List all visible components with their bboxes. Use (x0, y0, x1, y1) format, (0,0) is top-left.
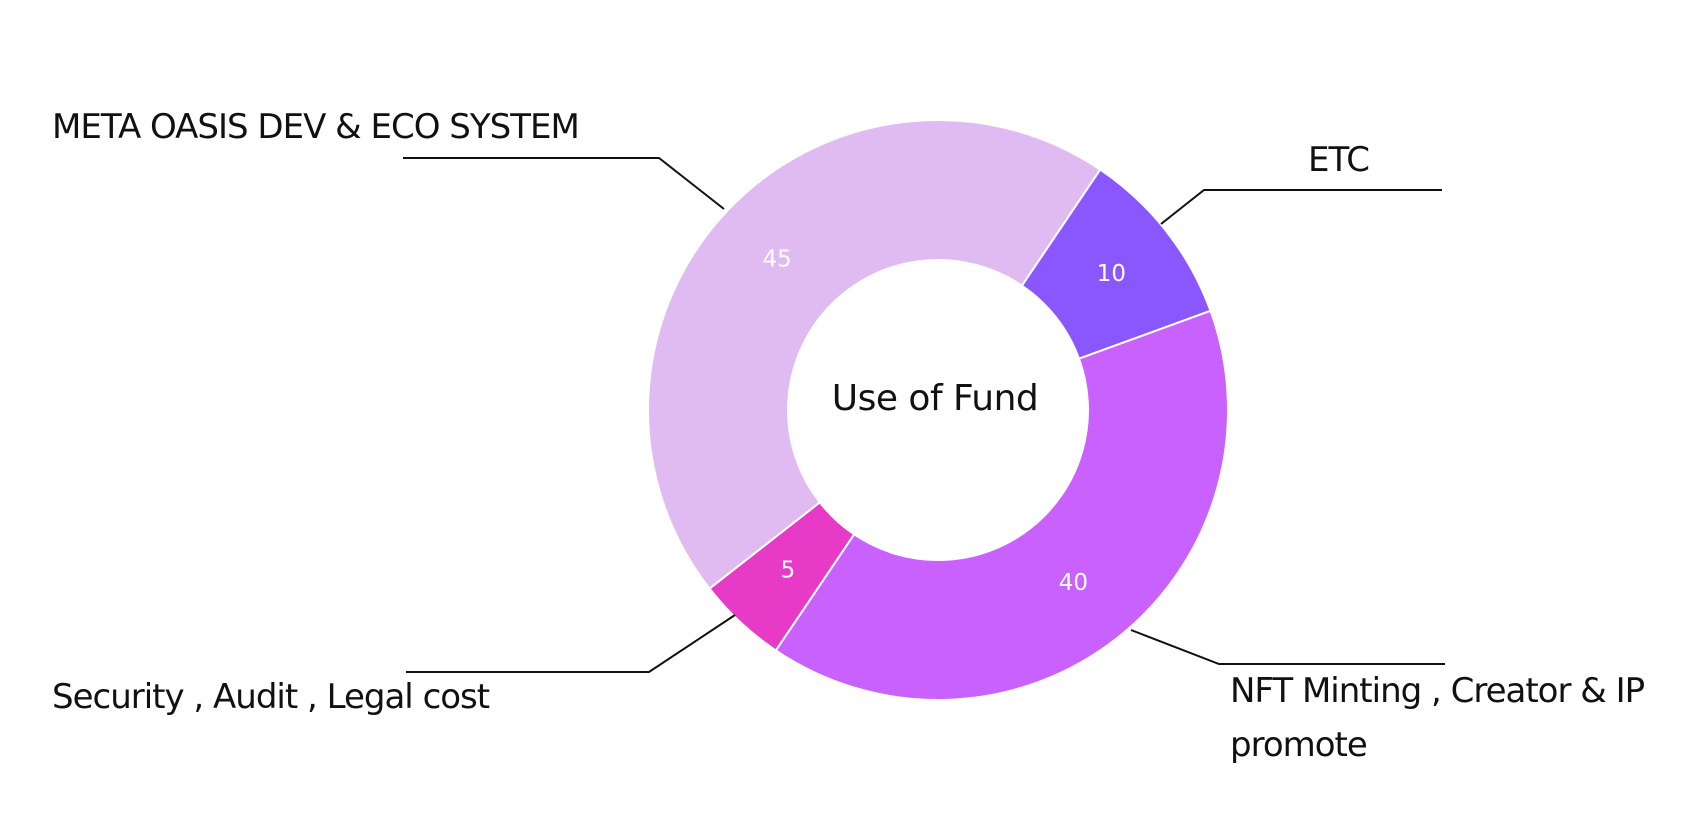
value-label-etc: 10 (1097, 261, 1126, 287)
value-label-meta-oasis-dev-eco-system: 45 (762, 246, 791, 272)
value-label-nft-minting-creator-ip-promote: 40 (1059, 570, 1088, 596)
leader-security (406, 614, 736, 673)
leader-meta-oasis (403, 157, 725, 210)
leader-lines (403, 157, 1445, 673)
slice-nft-minting-creator-ip-promote (774, 309, 1229, 701)
label-security-audit: Security , Audit , Legal cost (52, 677, 490, 717)
label-meta-oasis-dev: META OASIS DEV & ECO SYSTEM (52, 107, 580, 147)
label-nft-minting: NFT Minting , Creator & IP promote (1230, 671, 1645, 765)
slice-value-labels: 10 40 5 45 (762, 246, 1126, 595)
leader-etc (1160, 189, 1442, 225)
donut-slices (647, 119, 1229, 701)
leader-nft (1130, 629, 1445, 665)
label-etc: ETC (1308, 140, 1370, 180)
value-label-security-audit-legal-cost: 5 (781, 557, 796, 583)
slice-meta-oasis-dev-eco-system (647, 119, 1102, 590)
chart-title: Use of Fund (831, 378, 1039, 419)
